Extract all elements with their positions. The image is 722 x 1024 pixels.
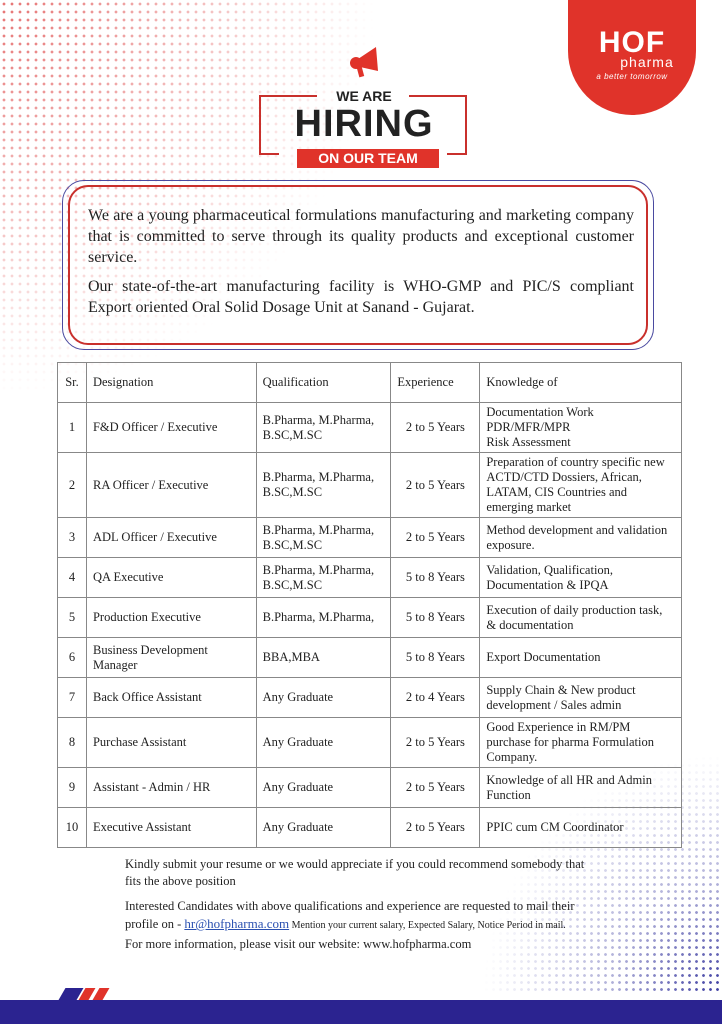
table-cell: Validation, Qualification, Documentation… (479, 557, 682, 598)
table-cell: Any Graduate (255, 807, 392, 848)
table-cell: BBA,MBA (255, 637, 392, 678)
column-header: Sr. (57, 362, 87, 403)
table-cell: Executive Assistant (85, 807, 257, 848)
table-row: 7 Back Office Assistant Any Graduate 2 to 4… (57, 677, 682, 718)
table-cell: Documentation Work PDR/MFR/MPR Risk Asse… (479, 402, 682, 453)
table-row: 1 F&D Officer / Executive B.Pharma, M.Phar… (57, 402, 682, 453)
column-header: Designation (85, 362, 257, 403)
megaphone-icon (350, 47, 378, 78)
table-cell: 6 (57, 637, 87, 678)
table-cell: B.Pharma, M.Pharma, B.SC,M.SC (255, 517, 392, 558)
table-cell: ADL Officer / Executive (85, 517, 257, 558)
table-cell: 2 to 5 Years (390, 402, 481, 453)
table-cell: B.Pharma, M.Pharma, (255, 597, 392, 638)
column-header: Qualification (255, 362, 392, 403)
table-cell: RA Officer / Executive (85, 452, 257, 518)
column-header: Knowledge of (479, 362, 682, 403)
table-cell: 2 to 4 Years (390, 677, 481, 718)
submit-note: Kindly submit your resume or we would ap… (125, 857, 585, 888)
banner-we-are: WE ARE (336, 88, 392, 104)
table-cell: Preparation of country specific new ACTD… (479, 452, 682, 518)
jobs-table: Sr. Designation Qualification Experience Kno… (57, 362, 682, 848)
table-cell: 9 (57, 767, 87, 808)
table-row: 6 Business Development Manager BBA,MBA 5 to… (57, 637, 682, 678)
website-note: For more information, please visit our w… (125, 937, 472, 951)
table-cell: Assistant - Admin / HR (85, 767, 257, 808)
table-cell: Any Graduate (255, 767, 392, 808)
email-link[interactable]: hr@hofpharma.com (184, 916, 290, 931)
table-cell: 4 (57, 557, 87, 598)
table-row: 10 Executive Assistant Any Graduate 2 to 5 … (57, 807, 682, 848)
table-cell: 2 to 5 Years (390, 452, 481, 518)
table-cell: 7 (57, 677, 87, 718)
table-row: 9 Assistant - Admin / HR Any Graduate 2 to … (57, 767, 682, 808)
table-cell: 2 to 5 Years (390, 807, 481, 848)
table-cell: B.Pharma, M.Pharma, B.SC,M.SC (255, 557, 392, 598)
table-cell: Back Office Assistant (85, 677, 257, 718)
hof-pharma-logo: HOF pharma a better tomorrow (568, 0, 696, 115)
table-cell: 5 (57, 597, 87, 638)
table-cell: 2 (57, 452, 87, 518)
table-cell: 10 (57, 807, 87, 848)
banner-hiring: HIRING (294, 103, 434, 145)
table-cell: B.Pharma, M.Pharma, B.SC,M.SC (255, 452, 392, 518)
table-cell: Production Executive (85, 597, 257, 638)
table-cell: Business Development Manager (85, 637, 257, 678)
table-cell: Execution of daily production task, & do… (479, 597, 682, 638)
table-cell: Method development and validation exposu… (479, 517, 682, 558)
column-header: Experience (390, 362, 481, 403)
hiring-banner: WE ARE HIRING ON OUR TEAM (259, 45, 469, 170)
table-cell: Knowledge of all HR and Admin Function (479, 767, 682, 808)
table-cell: 2 to 5 Years (390, 767, 481, 808)
intro-frame (62, 180, 654, 350)
table-cell: 5 to 8 Years (390, 637, 481, 678)
banner-on-our-team: ON OUR TEAM (297, 149, 439, 168)
table-row: 5 Production Executive B.Pharma, M.Pharma,… (57, 597, 682, 638)
table-row: 4 QA Executive B.Pharma, M.Pharma, B.SC,M.… (57, 557, 682, 598)
table-cell: Supply Chain & New product development /… (479, 677, 682, 718)
intro-paragraph: We are a young pharmaceutical formulatio… (88, 207, 634, 266)
table-cell: Any Graduate (255, 717, 392, 768)
table-cell: Export Documentation (479, 637, 682, 678)
table-cell: 1 (57, 402, 87, 453)
footer-bar (0, 1000, 722, 1024)
table-row: 3 ADL Officer / Executive B.Pharma, M.Phar… (57, 517, 682, 558)
table-row: 8 Purchase Assistant Any Graduate 2 to 5 Ye… (57, 717, 682, 768)
intro-paragraph: Our state-of-the-art manufacturing facil… (88, 278, 634, 316)
table-row: 2 RA Officer / Executive B.Pharma, M.Pharm… (57, 452, 682, 518)
table-cell: 5 to 8 Years (390, 597, 481, 638)
table-cell: B.Pharma, M.Pharma, B.SC,M.SC (255, 402, 392, 453)
table-cell: F&D Officer / Executive (85, 402, 257, 453)
table-cell: 5 to 8 Years (390, 557, 481, 598)
table-cell: 2 to 5 Years (390, 517, 481, 558)
table-cell: 2 to 5 Years (390, 717, 481, 768)
table-cell: PPIC cum CM Coordinator (479, 807, 682, 848)
table-cell: Purchase Assistant (85, 717, 257, 768)
table-cell: Any Graduate (255, 677, 392, 718)
table-cell: Good Experience in RM/PM purchase for ph… (479, 717, 682, 768)
table-cell: QA Executive (85, 557, 257, 598)
intro-box: We are a young pharmaceutical formulatio… (68, 185, 648, 345)
table-cell: 8 (57, 717, 87, 768)
table-cell: 3 (57, 517, 87, 558)
footer-text: Kindly submit your resume or we would ap… (125, 857, 585, 951)
decorative-stripe (92, 988, 110, 1000)
